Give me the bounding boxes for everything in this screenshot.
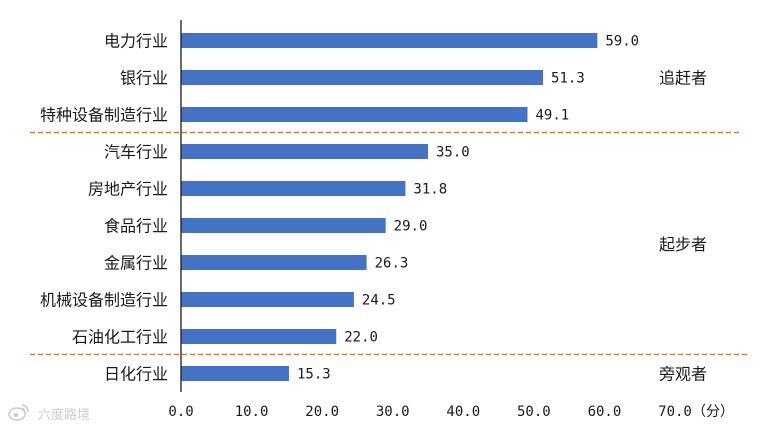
bar	[181, 292, 354, 307]
x-tick-label: 70.0	[658, 404, 692, 420]
value-labels: 59.0 51.3 49.1 35.0 31.8 29.0 26.3 24.5 22.0 15.3	[297, 34, 639, 383]
bar	[181, 218, 386, 233]
x-tick-label: 0.0	[168, 404, 193, 420]
value-label: 22.0	[344, 330, 378, 346]
x-tick-label: 60.0	[588, 404, 622, 420]
category-label: 银行业	[120, 69, 168, 88]
watermark: 六度路境	[8, 404, 90, 423]
category-label: 汽车行业	[104, 143, 168, 162]
category-label: 特种设备制造行业	[40, 106, 168, 125]
bar	[181, 255, 367, 270]
bar	[181, 366, 289, 381]
value-label: 15.3	[297, 367, 331, 383]
x-tick-label: 30.0	[376, 404, 410, 420]
category-label: 电力行业	[104, 32, 168, 51]
bar	[181, 107, 528, 122]
value-label: 35.0	[436, 145, 470, 161]
value-label: 51.3	[551, 71, 585, 87]
x-tick-label: 50.0	[517, 404, 551, 420]
category-label: 石油化工行业	[72, 328, 168, 347]
watermark-text: 六度路境	[38, 407, 90, 423]
value-label: 31.8	[413, 182, 447, 198]
x-tick-label: 40.0	[446, 404, 480, 420]
category-labels: 电力行业银行业特种设备制造行业汽车行业房地产行业食品行业金属行业机械设备制造行业…	[40, 32, 168, 384]
group-label: 旁观者	[659, 365, 707, 384]
category-label: 机械设备制造行业	[40, 291, 168, 310]
weibo-logo-icon	[8, 404, 29, 421]
x-axis-tick-labels: 0.0 10.0 20.0 30.0 40.0 50.0 60.0 70.0	[168, 404, 692, 420]
value-label: 29.0	[394, 219, 428, 235]
group-separators	[30, 131, 750, 356]
group-label: 追赶者	[659, 69, 707, 88]
bar	[181, 33, 598, 48]
category-label: 食品行业	[104, 217, 168, 236]
x-tick-label: 10.0	[235, 404, 269, 420]
category-label: 日化行业	[104, 365, 168, 384]
x-tick-label: 20.0	[305, 404, 339, 420]
value-label: 49.1	[536, 108, 570, 124]
bar	[181, 70, 544, 85]
value-label: 59.0	[605, 34, 639, 50]
category-label: 金属行业	[104, 254, 168, 273]
bar	[181, 181, 406, 196]
bar	[181, 144, 428, 159]
group-label: 起步者	[659, 235, 707, 254]
bar	[181, 329, 337, 344]
category-label: 房地产行业	[88, 180, 168, 199]
value-label: 24.5	[362, 293, 396, 309]
x-axis-unit-label: （分）	[692, 404, 734, 420]
value-label: 26.3	[375, 256, 409, 272]
bars	[181, 33, 598, 381]
